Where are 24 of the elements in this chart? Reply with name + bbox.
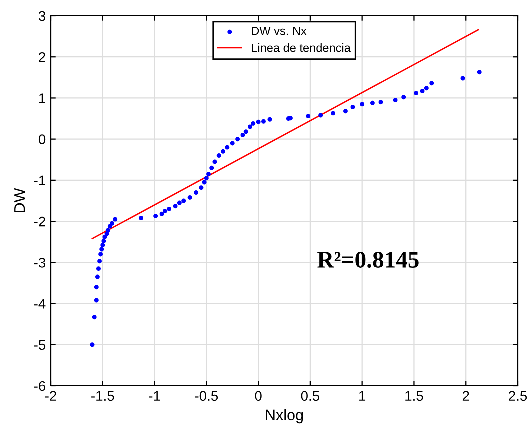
y-tick-label: -6 (34, 381, 46, 392)
x-tick-label: -1.5 (92, 391, 114, 402)
annotation: R²=0.8145 (318, 252, 419, 268)
legend-label: Linea de tendencia (252, 44, 351, 52)
y-tick-label: -2 (34, 216, 46, 227)
y-tick-label: -3 (34, 258, 46, 268)
x-axis-title: Nxlog (266, 409, 304, 424)
y-tick-label: 0 (38, 134, 46, 145)
x-tick-label: 2 (462, 391, 470, 401)
x-tick-label: 0.5 (301, 391, 320, 402)
y-tick-label: -1 (34, 176, 46, 186)
legend-label: DW vs. Nx (252, 27, 307, 36)
y-tick-label: -5 (34, 340, 46, 350)
x-tick-label: 1.5 (406, 391, 424, 402)
x-tick-label: 1 (360, 391, 366, 401)
y-axis-title: DW (14, 188, 26, 212)
x-tick-label: -0.5 (195, 391, 218, 402)
y-tick-label: 3 (38, 11, 46, 22)
x-tick-label: 2.5 (509, 391, 528, 402)
y-tick-label: 2 (39, 52, 46, 62)
x-tick-label: 0 (255, 391, 262, 402)
y-tick-label: -4 (34, 299, 46, 309)
x-tick-label: -1 (149, 391, 160, 401)
y-tick-label: 1 (39, 94, 46, 104)
